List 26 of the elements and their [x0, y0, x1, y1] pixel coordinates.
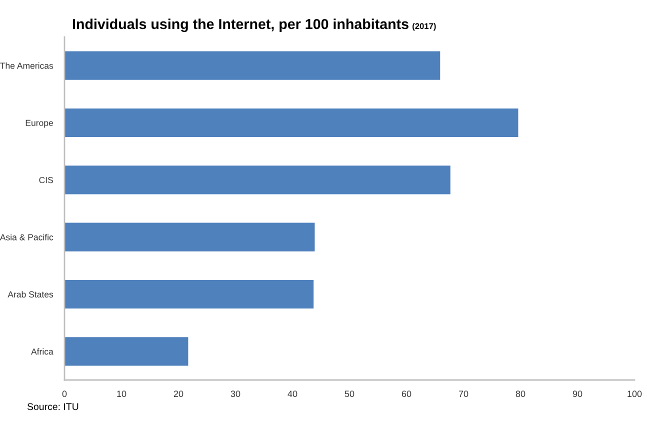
bar	[64, 337, 188, 366]
x-tick-label: 10	[117, 390, 126, 398]
x-tick-label: 40	[288, 390, 298, 398]
bar	[64, 166, 450, 194]
x-tick-label: 90	[572, 390, 582, 398]
x-tick-label: 50	[344, 390, 354, 398]
x-tick-label: 70	[458, 390, 468, 398]
y-tick-label: CIS	[39, 176, 53, 184]
bar	[64, 108, 518, 138]
y-tick-label: The Americas	[0, 62, 54, 69]
x-tick-label: 100	[628, 390, 642, 398]
x-tick-label: 30	[230, 390, 240, 398]
chart-title: Individuals using the Internet, per 100 inhabitants	[72, 18, 408, 32]
chart-subtitle: (2017)	[412, 22, 436, 31]
x-tick-label: 80	[516, 390, 526, 398]
source-note: Source: ITU	[27, 403, 78, 410]
bar	[64, 51, 440, 80]
x-tick-label: 60	[402, 390, 412, 398]
bar	[64, 280, 314, 309]
x-tick-label: 0	[62, 390, 67, 398]
y-tick-label: Arab States	[8, 291, 54, 298]
bar	[64, 222, 315, 252]
y-tick-label: Europe	[26, 120, 53, 128]
x-tick-label: 20	[174, 390, 184, 398]
y-tick-label: Africa	[31, 348, 54, 355]
y-tick-label: Asia & Pacific	[0, 234, 54, 240]
